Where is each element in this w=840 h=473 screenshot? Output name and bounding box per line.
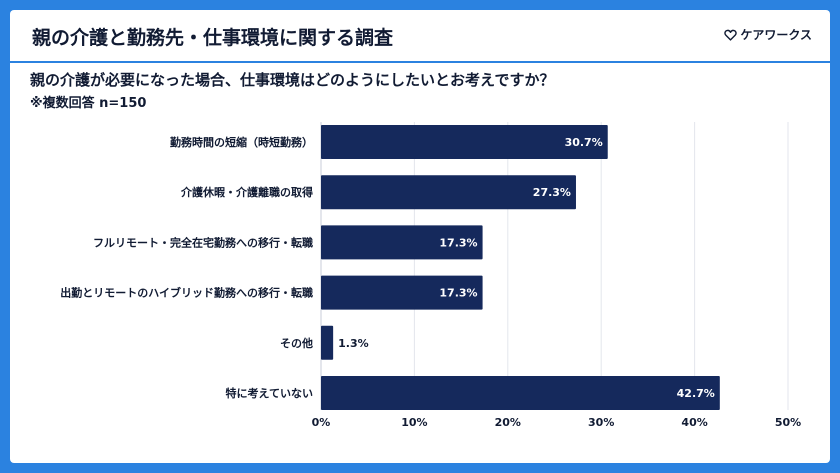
heart-icon bbox=[724, 29, 738, 41]
category-label: その他 bbox=[280, 336, 313, 350]
x-tick-label: 30% bbox=[588, 416, 614, 429]
bar bbox=[321, 225, 483, 260]
x-tick-label: 10% bbox=[401, 416, 427, 429]
category-label: 特に考えていない bbox=[226, 386, 313, 400]
brand-name: ケアワークス bbox=[740, 28, 812, 42]
bar bbox=[321, 325, 334, 360]
bar bbox=[321, 275, 483, 310]
bar bbox=[321, 175, 576, 210]
category-label: フルリモート・完全在宅勤務への移行・転職 bbox=[93, 235, 313, 249]
value-label: 1.3% bbox=[338, 337, 369, 350]
header: 親の介護と勤務先・仕事環境に関する調査 ケアワークス bbox=[10, 10, 830, 60]
x-tick-label: 50% bbox=[775, 416, 801, 429]
bar bbox=[321, 125, 608, 159]
value-label: 42.7% bbox=[677, 387, 715, 400]
value-label: 17.3% bbox=[439, 236, 477, 249]
category-label: 出勤とリモートのハイブリッド勤務への移行・転職 bbox=[60, 286, 313, 300]
category-label: 介護休暇・介護離職の取得 bbox=[180, 185, 313, 199]
x-tick-label: 40% bbox=[681, 416, 707, 429]
brand-logo: ケアワークス bbox=[724, 26, 812, 43]
page-title: 親の介護と勤務先・仕事環境に関する調査 bbox=[32, 27, 394, 49]
survey-question: 親の介護が必要になった場合、仕事環境はどのようにしたいとお考えですか？ bbox=[30, 71, 555, 89]
x-tick-label: 0% bbox=[312, 416, 331, 429]
value-label: 17.3% bbox=[439, 287, 477, 300]
value-label: 27.3% bbox=[533, 186, 571, 199]
bar bbox=[321, 376, 720, 410]
x-tick-label: 20% bbox=[495, 416, 521, 429]
header-divider bbox=[10, 61, 830, 63]
category-label: 勤務時間の短縮（時短勤務） bbox=[170, 135, 313, 149]
sample-note: ※複数回答 n=150 bbox=[30, 96, 147, 111]
value-label: 30.7% bbox=[565, 136, 603, 149]
